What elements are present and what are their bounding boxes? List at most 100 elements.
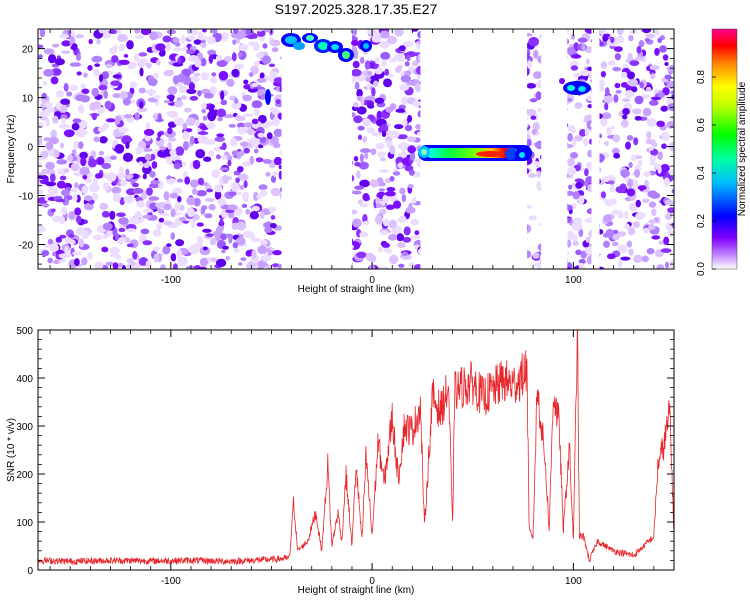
- noise-speck: [225, 255, 230, 261]
- noise-speck: [135, 34, 144, 40]
- noise-speck: [532, 121, 540, 132]
- noise-speck: [393, 54, 404, 61]
- noise-speck: [183, 107, 192, 113]
- noise-speck: [268, 63, 276, 68]
- snr-point: [520, 377, 521, 378]
- noise-speck: [379, 208, 387, 215]
- noise-speck: [251, 100, 263, 109]
- noise-speck: [109, 210, 116, 220]
- noise-speck: [163, 69, 174, 77]
- noise-speck: [364, 96, 376, 101]
- noise-speck: [112, 262, 119, 269]
- noise-speck: [612, 229, 619, 235]
- noise-speck: [207, 36, 216, 45]
- snr-point: [327, 464, 328, 465]
- noise-speck: [166, 42, 171, 52]
- noise-speck: [381, 59, 387, 68]
- feature-right-blobs: [559, 78, 591, 95]
- snr-point: [190, 560, 191, 561]
- noise-speck: [408, 262, 415, 268]
- noise-speck: [243, 180, 248, 188]
- noise-speck: [187, 35, 196, 40]
- noise-speck: [135, 147, 145, 153]
- noise-speck: [371, 87, 376, 97]
- noise-speck: [410, 219, 420, 226]
- noise-speck: [152, 72, 159, 79]
- noise-speck: [585, 58, 590, 65]
- snr-point: [351, 545, 352, 546]
- snr-point: [537, 387, 538, 388]
- snr-point: [384, 483, 385, 484]
- noise-speck: [144, 153, 152, 161]
- spectrogram-y-tick-label: -20: [19, 241, 34, 252]
- noise-speck: [406, 81, 417, 86]
- noise-speck: [407, 114, 413, 123]
- noise-speck: [237, 173, 249, 181]
- noise-speck: [622, 108, 630, 115]
- noise-speck: [571, 221, 583, 231]
- noise-speck: [145, 260, 152, 269]
- noise-speck: [215, 225, 223, 236]
- snr-point: [653, 536, 654, 537]
- noise-speck: [134, 112, 140, 120]
- noise-speck: [230, 182, 240, 192]
- noise-speck: [97, 127, 106, 133]
- snr-point: [271, 559, 272, 560]
- snr-point: [502, 380, 503, 381]
- noise-speck: [208, 203, 216, 211]
- noise-speck: [105, 63, 112, 69]
- noise-speck: [148, 196, 160, 201]
- noise-speck: [193, 39, 202, 45]
- noise-speck: [170, 232, 175, 241]
- noise-speck: [192, 188, 197, 195]
- snr-point: [289, 557, 290, 558]
- noise-speck: [635, 212, 645, 220]
- noise-speck: [188, 82, 195, 91]
- snr-point: [589, 560, 590, 561]
- noise-speck: [102, 222, 113, 231]
- noise-speck: [176, 178, 184, 183]
- noise-speck: [43, 243, 51, 248]
- noise-speck: [526, 83, 537, 89]
- noise-speck: [186, 88, 197, 94]
- noise-speck: [367, 104, 375, 109]
- noise-speck: [371, 132, 382, 137]
- noise-speck: [271, 47, 279, 53]
- noise-speck: [142, 148, 153, 152]
- noise-speck: [598, 84, 605, 92]
- noise-speck: [410, 235, 421, 240]
- noise-speck: [46, 168, 56, 175]
- noise-speck: [611, 233, 620, 241]
- noise-speck: [138, 57, 148, 67]
- noise-speck: [235, 236, 246, 246]
- noise-speck: [357, 134, 363, 141]
- noise-speck: [87, 252, 93, 260]
- noise-speck: [532, 252, 540, 259]
- noise-speck: [268, 206, 277, 213]
- noise-speck: [399, 215, 407, 220]
- noise-speck: [603, 240, 610, 248]
- noise-speck: [209, 104, 215, 114]
- snr-chart: -100 0 100 0 100 200 300 400 500 Height of strai…: [6, 326, 675, 596]
- noise-speck: [378, 246, 384, 253]
- noise-speck: [231, 68, 240, 78]
- noise-speck: [259, 136, 267, 144]
- noise-speck: [631, 86, 638, 93]
- noise-speck: [264, 226, 273, 233]
- noise-speck: [163, 191, 170, 201]
- noise-speck: [641, 29, 652, 34]
- snr-point: [293, 500, 294, 501]
- noise-speck: [152, 229, 162, 237]
- noise-speck: [166, 29, 177, 35]
- snr-point: [315, 512, 316, 513]
- noise-speck: [258, 184, 268, 191]
- noise-speck: [269, 71, 279, 76]
- noise-speck: [251, 205, 260, 212]
- noise-speck: [575, 249, 582, 256]
- noise-speck: [75, 34, 84, 39]
- spectrogram-y-tick-label: 10: [22, 94, 34, 105]
- spectrogram-x-tick-label: 100: [565, 275, 582, 286]
- noise-speck: [627, 78, 638, 87]
- snr-point: [355, 464, 356, 465]
- snr-point: [597, 541, 598, 542]
